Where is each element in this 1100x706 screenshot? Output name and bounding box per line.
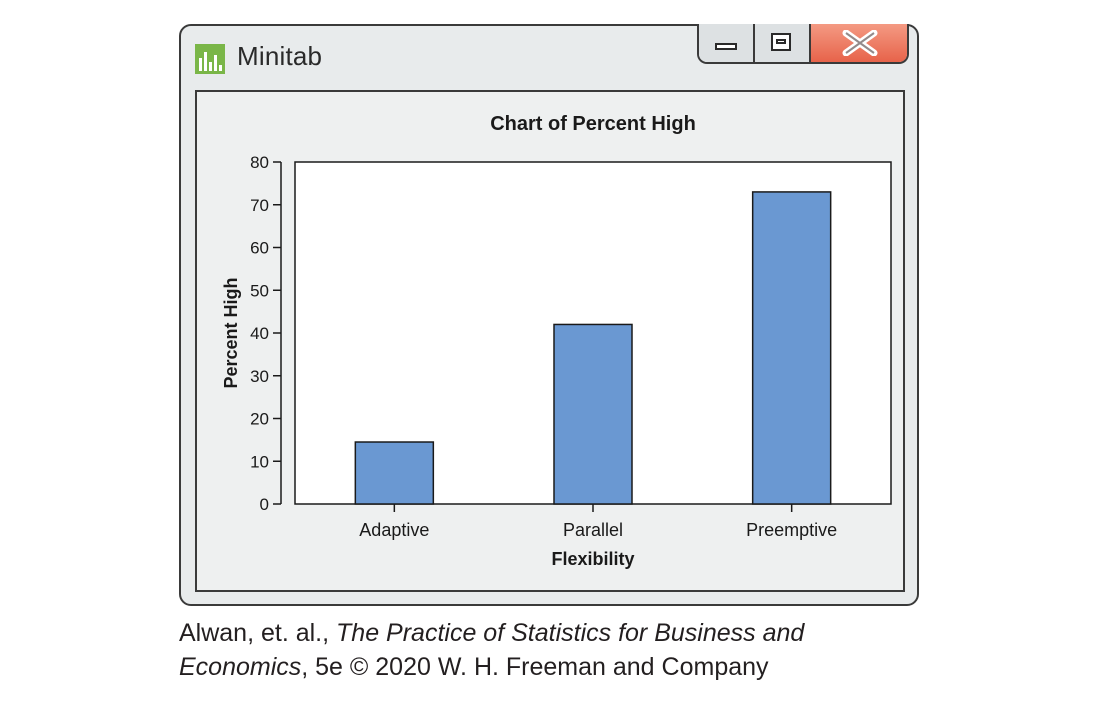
window-controls (697, 24, 909, 64)
x-axis: Adaptive Parallel Preemptive (359, 504, 837, 540)
minitab-logo-icon (195, 44, 225, 74)
bar-chart: Chart of Percent High 01020304050607080 … (221, 113, 892, 569)
x-axis-label: Flexibility (551, 549, 634, 569)
y-tick-label: 80 (250, 153, 269, 172)
maximize-icon (771, 33, 791, 51)
y-tick-label: 70 (250, 196, 269, 215)
caption-book-title-line1: The Practice of Statistics for Business … (336, 619, 805, 647)
bar-adaptive (354, 441, 435, 505)
x-tick-label: Preemptive (746, 520, 837, 540)
app-window: Minitab Chart of Percent High 0 10 20 30 40 5… (179, 24, 919, 606)
close-icon (842, 30, 878, 56)
close-button[interactable] (811, 24, 907, 62)
y-tick-label: 40 (250, 324, 269, 343)
figure-caption: Alwan, et. al., The Practice of Statisti… (179, 616, 1079, 684)
y-tick-label: 0 (260, 495, 269, 514)
y-tick-label: 50 (250, 281, 269, 300)
y-tick-label: 30 (250, 367, 269, 386)
title-bar[interactable]: Minitab (181, 24, 917, 88)
x-tick-label: Adaptive (359, 520, 429, 540)
x-tick-label: Parallel (563, 520, 623, 540)
bar-parallel (553, 323, 633, 505)
window-title: Minitab (237, 41, 323, 71)
bar-preemptive (751, 191, 832, 505)
caption-authors: Alwan, et. al., (179, 619, 337, 647)
caption-book-title-line2: Economics (179, 653, 302, 681)
minimize-icon (715, 43, 737, 50)
y-tick-label: 20 (250, 410, 269, 429)
y-tick-label: 60 (250, 239, 269, 258)
minimize-button[interactable] (699, 24, 755, 62)
y-axis: 0 10 20 30 40 50 60 70 80 (250, 153, 282, 514)
chart-title: Chart of Percent High (490, 113, 696, 135)
maximize-button[interactable] (755, 24, 811, 62)
y-tick-label: 10 (250, 452, 269, 471)
bar-series (354, 191, 832, 505)
y-axis-label: Percent High (221, 277, 241, 388)
caption-edition: , 5e © 2020 W. H. Freeman and Company (301, 653, 769, 681)
chart-area: Chart of Percent High 0 10 20 30 40 50 60 70 80 … (195, 90, 905, 592)
